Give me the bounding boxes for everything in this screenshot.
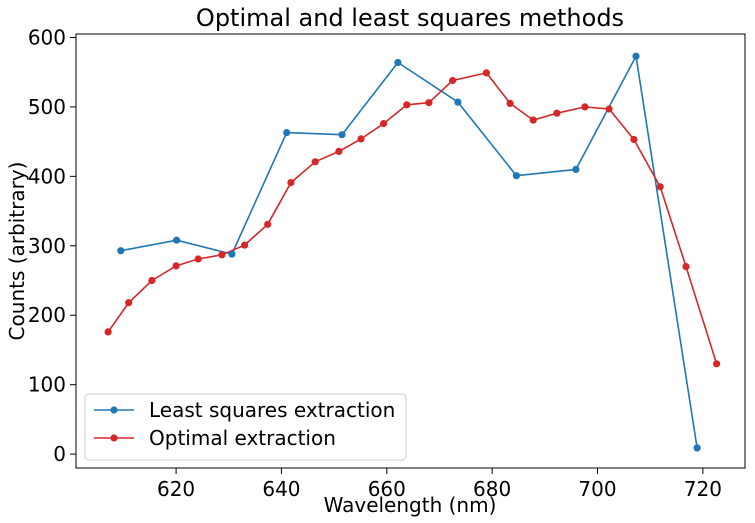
data-point-series-1	[713, 360, 721, 368]
y-axis-label: Counts (arbitrary)	[5, 162, 29, 341]
data-point-series-1	[264, 220, 272, 228]
legend-label-0: Least squares extraction	[149, 398, 395, 422]
data-point-series-0	[117, 247, 125, 255]
y-tick-label: 500	[28, 95, 66, 119]
data-point-series-1	[125, 299, 133, 307]
data-point-series-0	[632, 52, 640, 60]
legend-entries: Least squares extraction Optimal extracti…	[94, 398, 395, 450]
data-point-series-1	[287, 179, 295, 187]
y-tick-label: 100	[28, 373, 66, 397]
series-points	[104, 52, 721, 452]
data-point-series-0	[512, 172, 521, 180]
y-tick-label: 200	[28, 303, 66, 327]
data-point-series-1	[482, 69, 490, 77]
data-point-series-0	[173, 236, 181, 244]
x-tick-label: 660	[368, 477, 406, 501]
data-point-series-1	[425, 99, 433, 107]
data-point-series-0	[394, 58, 402, 67]
data-point-series-1	[581, 103, 589, 111]
data-point-series-1	[194, 255, 202, 263]
plot-area	[75, 33, 746, 469]
data-point-series-1	[682, 263, 690, 271]
y-tick-label: 400	[28, 164, 66, 188]
legend-box	[84, 393, 407, 461]
data-point-series-1	[241, 241, 249, 249]
data-point-series-1	[148, 276, 156, 285]
chart-title: Optimal and least squares methods	[196, 4, 624, 32]
legend-label-1: Optimal extraction	[149, 426, 336, 450]
y-tick-label: 0	[53, 442, 66, 466]
x-tick-label: 620	[157, 477, 195, 501]
data-point-series-1	[656, 183, 664, 191]
x-tick-label: 720	[684, 477, 722, 501]
data-point-series-1	[630, 135, 638, 144]
legend-marker-1	[110, 434, 118, 442]
axes: 620 640 660 680 700 720 0 100 200 300 400 500 600	[28, 25, 722, 501]
data-point-series-1	[449, 76, 457, 85]
data-point-series-1	[553, 109, 561, 117]
data-point-series-0	[228, 250, 236, 258]
data-point-series-1	[311, 158, 319, 166]
data-point-series-0	[693, 444, 701, 452]
data-point-series-1	[172, 262, 180, 270]
data-point-series-1	[506, 99, 514, 107]
x-tick-label: 640	[262, 477, 300, 501]
data-point-series-0	[283, 129, 291, 137]
data-point-series-1	[335, 147, 343, 155]
data-point-series-1	[605, 105, 613, 113]
data-point-series-0	[338, 131, 346, 139]
data-point-series-1	[357, 135, 365, 143]
data-point-series-1	[380, 120, 388, 128]
legend-marker-0	[110, 406, 118, 414]
legend: Least squares extraction Optimal extracti…	[84, 393, 407, 461]
data-point-series-0	[454, 98, 462, 106]
x-tick-label: 680	[473, 477, 511, 501]
data-point-series-1	[218, 251, 226, 259]
data-point-series-0	[572, 165, 580, 173]
data-point-series-1	[403, 101, 411, 109]
data-point-series-1	[104, 328, 112, 336]
data-point-series-1	[529, 116, 537, 124]
x-axis-label: Wavelength (nm)	[324, 493, 497, 517]
x-tick-label: 700	[578, 477, 616, 501]
y-tick-label: 300	[28, 234, 66, 258]
series-line-1	[107, 72, 718, 365]
y-tick-label: 600	[28, 25, 66, 49]
